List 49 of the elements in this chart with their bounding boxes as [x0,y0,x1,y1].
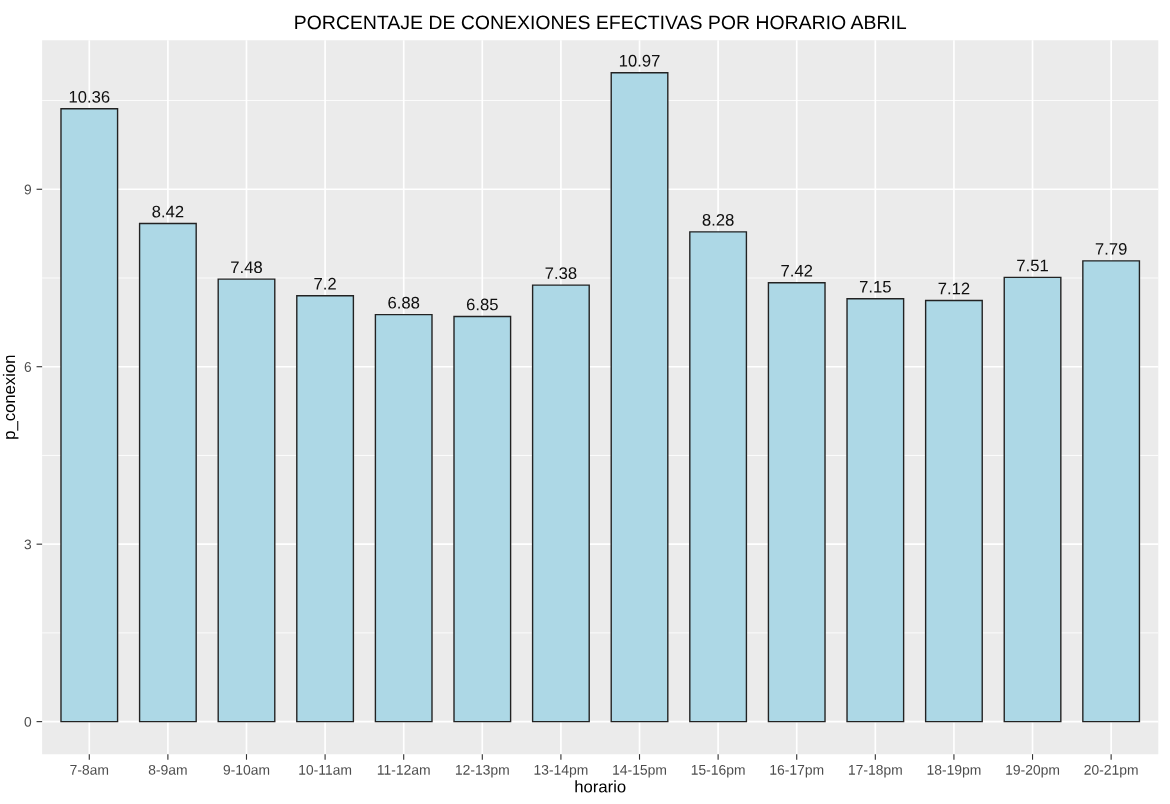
x-tick-label: 10-11am [299,764,352,775]
bar [60,108,119,723]
data-label: 6.88 [388,296,420,309]
data-label: 7.38 [545,267,577,280]
data-label: 6.85 [466,298,498,311]
data-label: 7.12 [938,282,970,295]
x-tick-label: 12-13pm [455,764,509,778]
data-label: 10.97 [619,54,660,67]
bar [924,299,983,723]
y-tick-label: 0 [24,716,32,727]
x-tick-label: 11-12am [377,764,430,775]
x-axis-title: horario [575,780,626,793]
bar [296,295,355,723]
data-label: 7.51 [1017,259,1048,272]
bar [217,278,276,723]
x-tick-label: 14-15pm [613,765,667,778]
bar [453,315,512,723]
x-tick-label: 13-14pm [534,764,588,778]
bar [689,231,748,723]
y-tick-label: 6 [24,362,32,372]
data-label: 8.28 [702,213,734,226]
x-tick-label: 16-17pm [770,764,824,778]
y-axis-title: p_conexion [2,355,19,439]
bar [1003,276,1062,723]
bar [610,72,669,723]
data-label: 10.36 [69,90,110,103]
data-label: 8.42 [152,205,184,218]
x-tick-label: 20-21pm [1084,764,1138,778]
bar [374,313,433,723]
bar [767,282,826,723]
y-tick-label: 9 [24,184,32,195]
bar [1082,260,1141,723]
x-tick-label: 19-20pm [1006,764,1060,778]
chart-title: PORCENTAJE DE CONEXIONES EFECTIVAS POR HORARIO ABRIL [295,15,907,30]
data-label: 7.42 [781,264,813,277]
x-tick-label: 15-16pm [691,764,745,778]
data-label: 7.2 [314,277,336,290]
bar [846,297,905,723]
bar [531,284,590,723]
data-label: 7.15 [859,280,891,293]
x-tick-label: 7-8am [70,764,109,775]
x-tick-label: 8-9am [148,764,187,775]
data-label: 7.79 [1095,242,1127,255]
bar [138,222,197,723]
x-tick-label: 9-10am [223,764,270,775]
data-label: 7.48 [231,261,262,274]
y-tick-label: 3 [24,539,32,550]
x-tick-label: 17-18pm [848,764,902,778]
x-tick-label: 18-19pm [927,764,981,778]
